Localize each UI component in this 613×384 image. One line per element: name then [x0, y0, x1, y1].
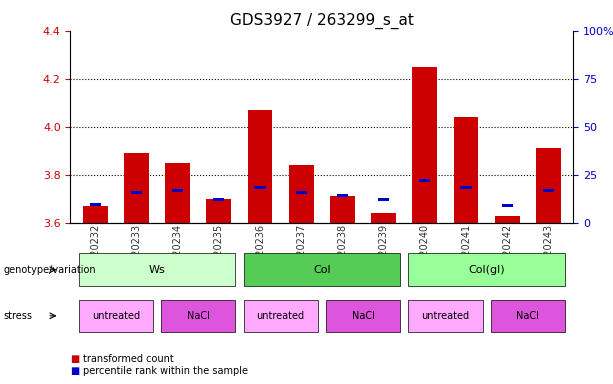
Bar	[295, 191, 306, 194]
Text: ■: ■	[70, 354, 80, 364]
Bar	[371, 213, 396, 223]
Text: NaCl: NaCl	[187, 311, 210, 321]
Title: GDS3927 / 263299_s_at: GDS3927 / 263299_s_at	[230, 13, 414, 29]
Bar	[213, 199, 224, 202]
Bar	[124, 153, 149, 223]
Text: transformed count: transformed count	[83, 354, 173, 364]
Bar	[89, 203, 101, 206]
Text: untreated: untreated	[92, 311, 140, 321]
Text: Col: Col	[313, 265, 330, 275]
Bar	[495, 215, 520, 223]
Bar	[337, 194, 348, 197]
Text: untreated: untreated	[257, 311, 305, 321]
Text: genotype/variation: genotype/variation	[3, 265, 96, 275]
Bar	[172, 189, 183, 192]
Text: percentile rank within the sample: percentile rank within the sample	[83, 366, 248, 376]
Bar	[419, 179, 430, 182]
Bar	[83, 206, 107, 223]
Text: stress: stress	[3, 311, 32, 321]
Text: Ws: Ws	[148, 265, 166, 275]
Bar	[289, 165, 314, 223]
Text: untreated: untreated	[421, 311, 470, 321]
Bar	[378, 199, 389, 202]
Bar	[330, 196, 355, 223]
Bar	[536, 148, 561, 223]
Bar	[460, 186, 471, 189]
Bar	[454, 117, 478, 223]
Bar	[254, 186, 265, 189]
Text: NaCl: NaCl	[352, 311, 375, 321]
Bar	[166, 163, 190, 223]
Text: ■: ■	[70, 366, 80, 376]
Text: NaCl: NaCl	[516, 311, 539, 321]
Text: Col(gl): Col(gl)	[468, 265, 505, 275]
Bar	[131, 191, 142, 194]
Bar	[207, 199, 231, 223]
Bar	[543, 189, 554, 192]
Bar	[501, 204, 513, 207]
Bar	[413, 67, 437, 223]
Bar	[248, 110, 272, 223]
